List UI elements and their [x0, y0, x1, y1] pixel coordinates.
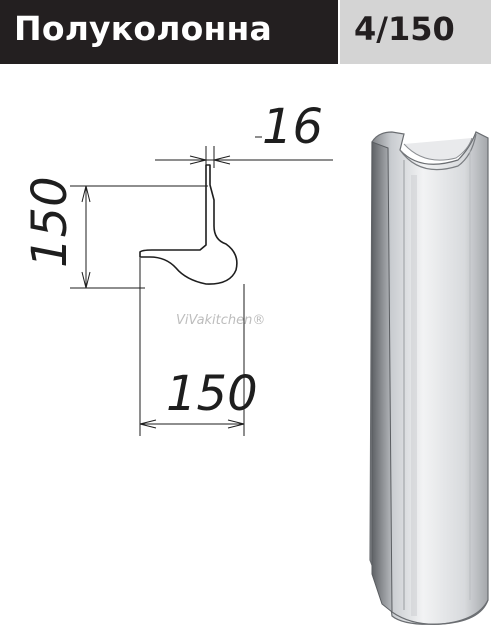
dimension-thickness-label: 16: [262, 99, 323, 155]
dimension-height-label: 150: [22, 176, 78, 268]
code-banner: 4/150: [340, 0, 491, 64]
product-title: Полуколонна: [14, 9, 272, 48]
dimension-width-label: 150: [166, 366, 258, 422]
dimension-width: 150: [139, 258, 258, 436]
watermark: ViVakitchen®: [176, 313, 265, 328]
technical-drawing: 16 150 150 ViVakitchen®: [22, 99, 489, 625]
header-bar: Полуколонна 4/150: [0, 0, 491, 64]
profile-section: [139, 164, 238, 285]
half-column-render: [369, 131, 489, 625]
product-code: 4/150: [354, 10, 455, 48]
dimension-height: 150: [22, 176, 208, 289]
title-banner: Полуколонна: [0, 0, 338, 64]
dimension-thickness: 16: [155, 99, 333, 168]
